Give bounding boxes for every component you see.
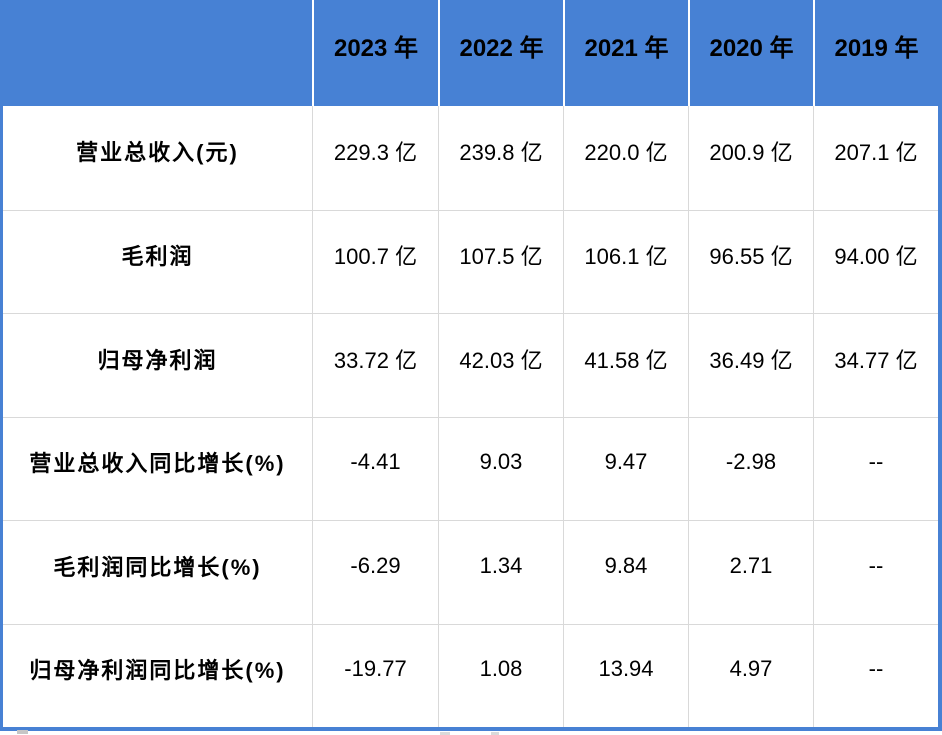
value-cell: 13.94 [563, 623, 688, 727]
value-cell: 34.77 亿 [813, 313, 938, 417]
year-header-2022: 2022 年 [438, 0, 563, 106]
value-cell: -- [813, 416, 938, 520]
value-cell: 9.03 [438, 416, 563, 520]
cutoff-content-artifact [491, 732, 499, 735]
value-cell: 106.1 亿 [563, 209, 688, 313]
year-header-2023: 2023 年 [312, 0, 438, 106]
cutoff-content-artifact [440, 732, 450, 735]
value-cell: 107.5 亿 [438, 209, 563, 313]
row-label: 归母净利润 [3, 313, 312, 417]
year-header-2020: 2020 年 [688, 0, 813, 106]
value-cell: -- [813, 520, 938, 624]
cutoff-content-artifact [17, 730, 28, 734]
value-cell: -4.41 [312, 416, 438, 520]
value-cell: 2.71 [688, 520, 813, 624]
value-cell: 9.47 [563, 416, 688, 520]
value-cell: 36.49 亿 [688, 313, 813, 417]
row-label: 毛利润同比增长(%) [3, 520, 312, 624]
value-cell: 229.3 亿 [312, 106, 438, 210]
row-label: 归母净利润同比增长(%) [3, 623, 312, 728]
value-cell: 220.0 亿 [563, 106, 688, 210]
corner-header-cell [3, 0, 312, 106]
row-label: 毛利润 [3, 209, 312, 314]
value-cell: 41.58 亿 [563, 313, 688, 417]
value-cell: -6.29 [312, 520, 438, 624]
value-cell: 42.03 亿 [438, 313, 563, 417]
value-cell: -2.98 [688, 416, 813, 520]
row-label: 营业总收入同比增长(%) [3, 416, 312, 521]
value-cell: 207.1 亿 [813, 106, 938, 210]
value-cell: 1.34 [438, 520, 563, 624]
year-header-2019: 2019 年 [813, 0, 938, 106]
value-cell: 33.72 亿 [312, 313, 438, 417]
value-cell: 100.7 亿 [312, 209, 438, 313]
year-header-2021: 2021 年 [563, 0, 688, 106]
row-label: 营业总收入(元) [76, 140, 239, 166]
value-cell: 94.00 亿 [813, 209, 938, 313]
value-cell: 96.55 亿 [688, 209, 813, 313]
value-cell: 239.8 亿 [438, 106, 563, 210]
value-cell: 9.84 [563, 520, 688, 624]
value-cell: -- [813, 623, 938, 727]
value-cell: 200.9 亿 [688, 106, 813, 210]
value-cell: -19.77 [312, 623, 438, 727]
value-cell: 4.97 [688, 623, 813, 727]
value-cell: 1.08 [438, 623, 563, 727]
